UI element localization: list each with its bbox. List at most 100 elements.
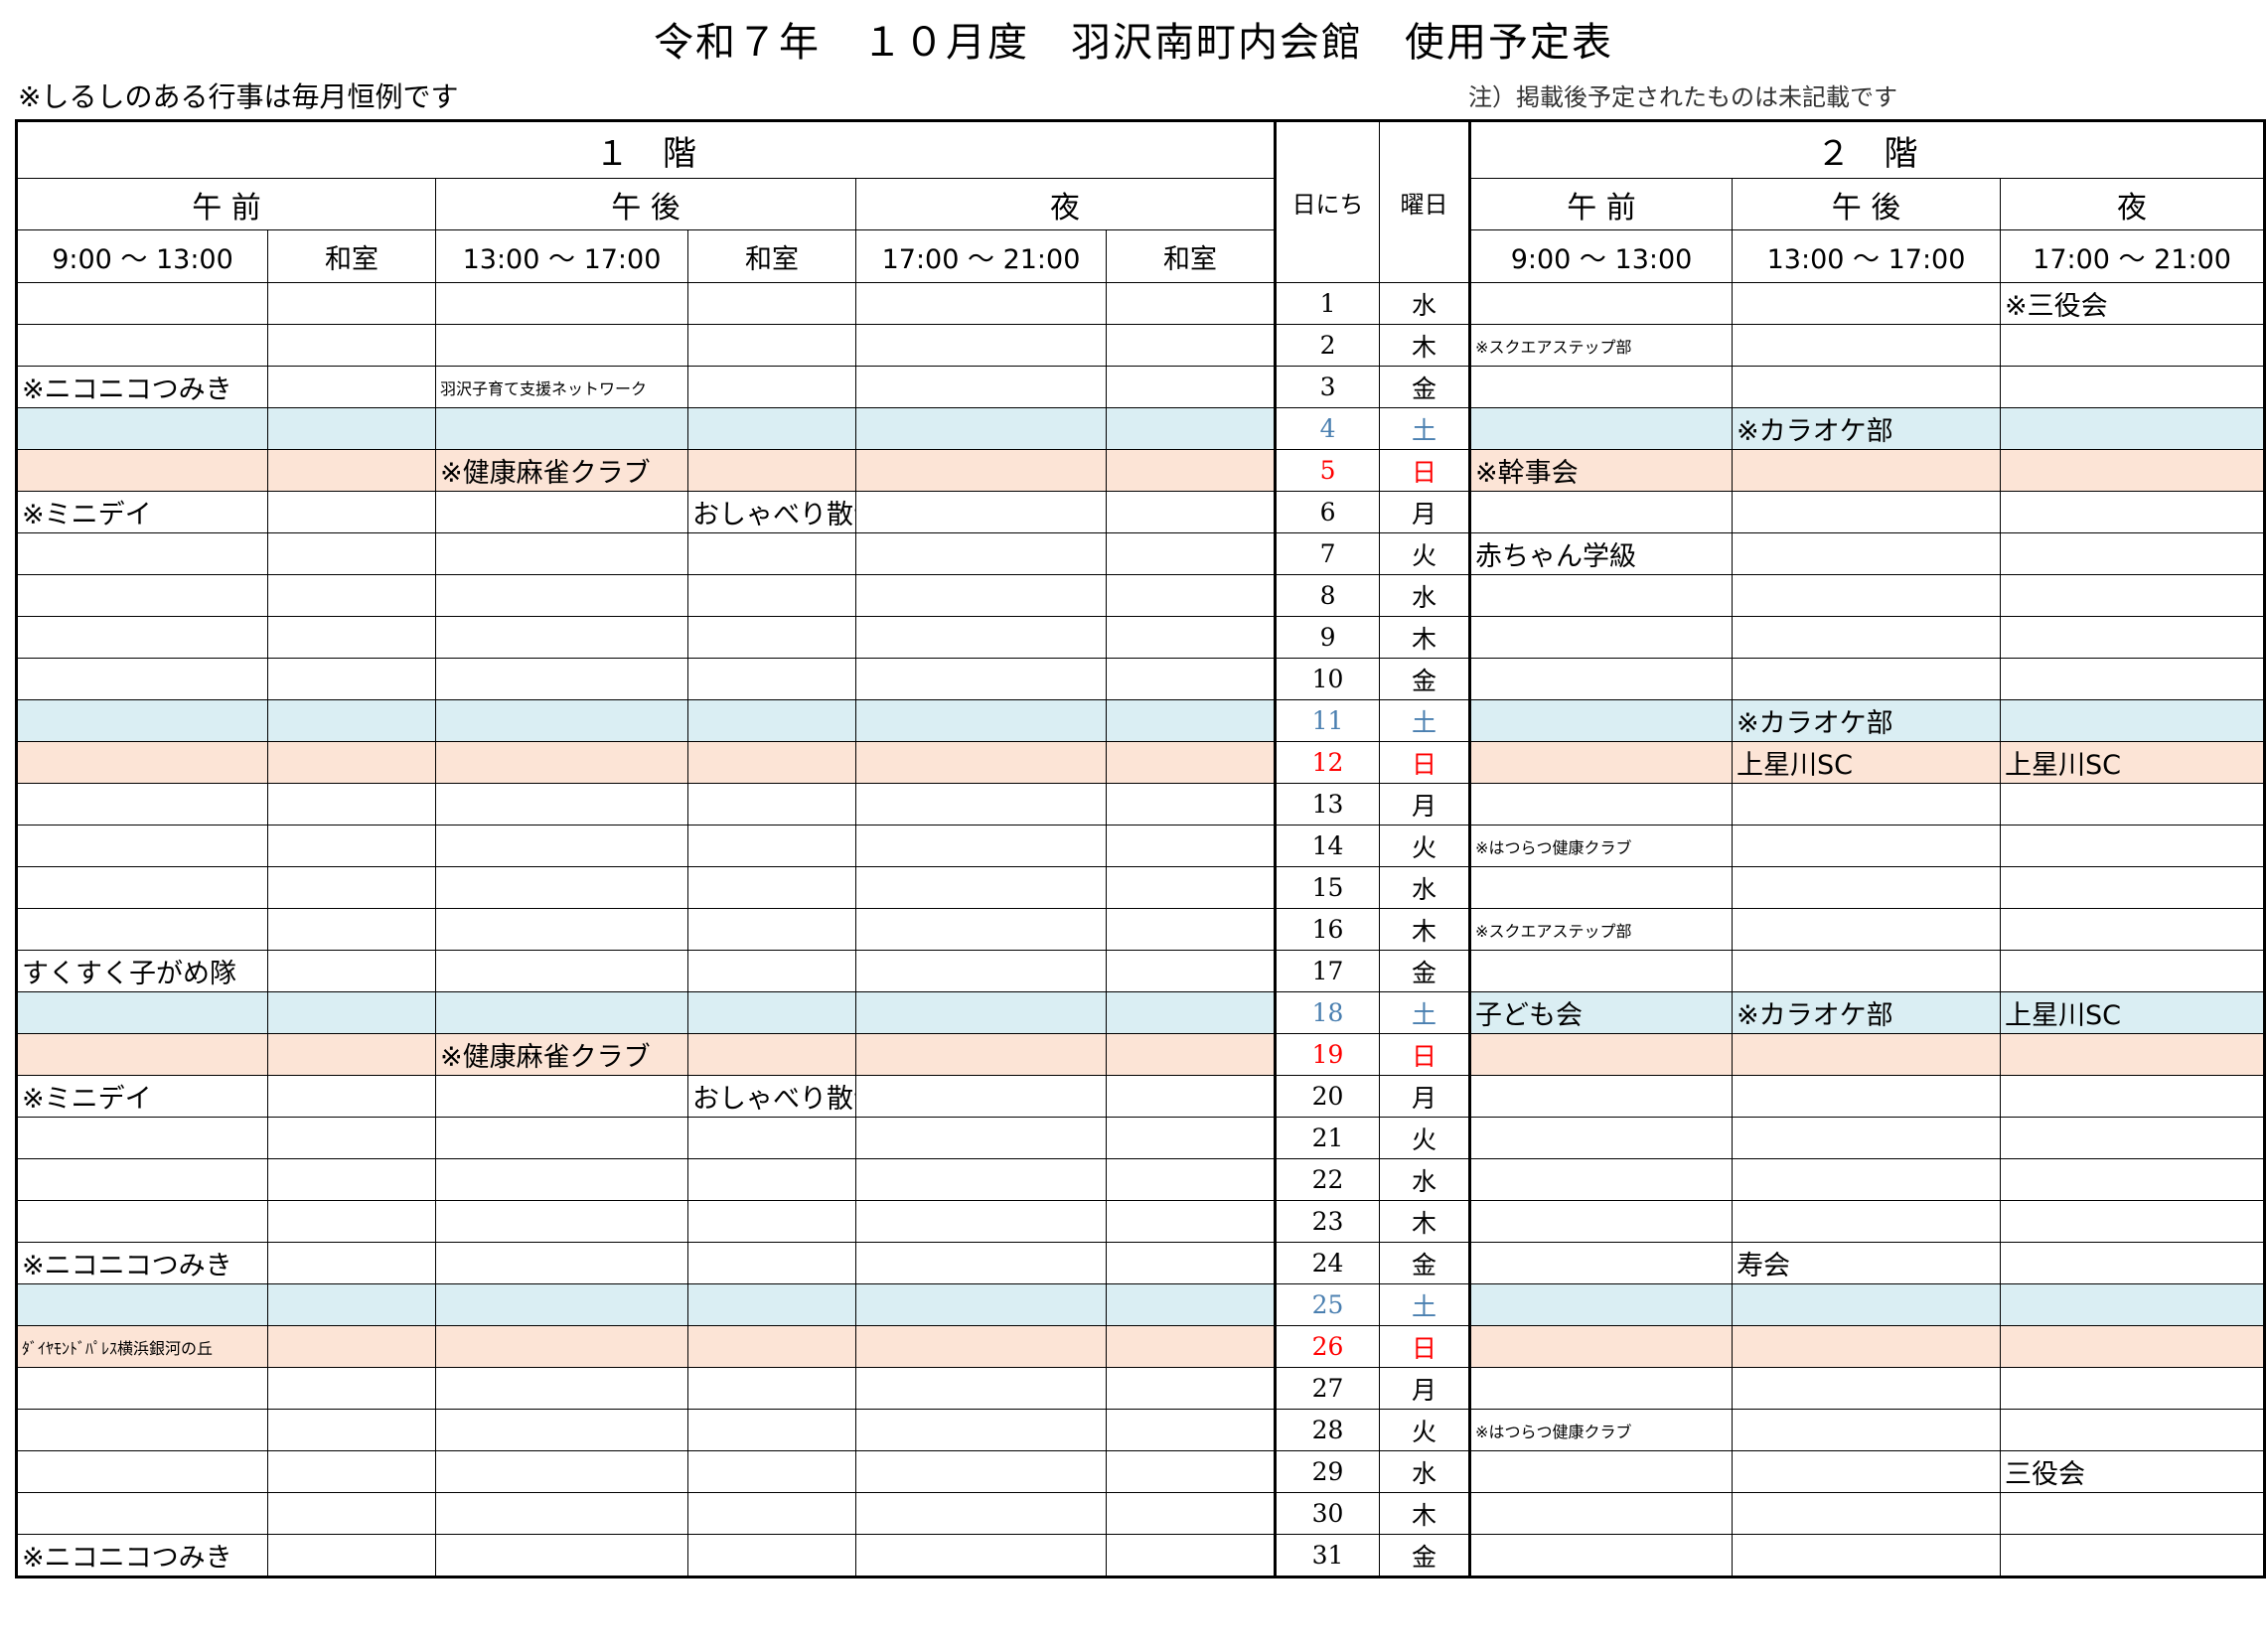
event-cell	[16, 825, 268, 867]
event-cell	[435, 616, 688, 659]
event-cell	[267, 699, 436, 742]
event-cell	[16, 783, 268, 826]
day-cell: 24	[1275, 1242, 1381, 1284]
weekday-cell: 金	[1379, 1534, 1472, 1577]
row: ※ニコニコつみき 24 金 寿会	[16, 1242, 2266, 1284]
event-cell	[435, 741, 688, 784]
event-cell: ※健康麻雀クラブ	[435, 1033, 688, 1076]
event-cell	[267, 825, 436, 867]
weekday-cell: 金	[1379, 366, 1472, 408]
day-cell: 31	[1275, 1534, 1381, 1577]
event-cell	[16, 1200, 268, 1243]
weekday-cell: 木	[1379, 908, 1472, 951]
event-cell	[855, 1242, 1107, 1284]
event-cell	[687, 1367, 856, 1410]
day-cell: 14	[1275, 825, 1381, 867]
event-cell	[2000, 1409, 2266, 1451]
time-header: 17:00 〜 21:00	[855, 229, 1107, 283]
day-cell: 22	[1275, 1158, 1381, 1201]
event-cell	[267, 1242, 436, 1284]
event-cell	[2000, 366, 2266, 408]
time-header: 9:00 〜 13:00	[1469, 229, 1734, 283]
event-cell	[1469, 574, 1734, 617]
event-cell	[1105, 699, 1278, 742]
weekday-cell: 木	[1379, 616, 1472, 659]
weekday-cell: 水	[1379, 574, 1472, 617]
event-cell: ※はつらつ健康クラブ	[1469, 825, 1734, 867]
row: ﾀﾞｲﾔﾓﾝﾄﾞﾊﾟﾚｽ横浜銀河の丘 26 日	[16, 1325, 2266, 1368]
event-cell	[16, 1117, 268, 1159]
time-header: 13:00 〜 17:00	[435, 229, 688, 283]
event-cell	[1105, 1534, 1278, 1577]
event-cell	[16, 1283, 268, 1326]
event-cell	[1105, 366, 1278, 408]
event-cell	[16, 1492, 268, 1535]
event-cell	[1732, 950, 2002, 992]
event-cell	[267, 1367, 436, 1410]
event-cell	[1105, 1409, 1278, 1451]
weekday-cell: 木	[1379, 1492, 1472, 1535]
event-cell	[435, 1367, 688, 1410]
event-cell	[16, 449, 268, 492]
event-cell	[16, 574, 268, 617]
weekday-cell: 水	[1379, 282, 1472, 325]
event-cell	[267, 532, 436, 575]
event-cell	[267, 908, 436, 951]
event-cell: ※健康麻雀クラブ	[435, 449, 688, 492]
event-cell	[1105, 908, 1278, 951]
period-header: 夜	[2000, 178, 2266, 230]
event-cell	[435, 699, 688, 742]
event-cell	[687, 324, 856, 367]
event-cell	[16, 991, 268, 1034]
event-cell	[1732, 1158, 2002, 1201]
day-cell: 17	[1275, 950, 1381, 992]
floor-header: ２ 階	[1469, 120, 2266, 179]
event-cell	[1105, 950, 1278, 992]
event-cell	[1469, 1492, 1734, 1535]
event-cell: ※ニコニコつみき	[16, 1242, 268, 1284]
event-cell: ※幹事会	[1469, 449, 1734, 492]
event-cell	[435, 1242, 688, 1284]
event-cell	[855, 1450, 1107, 1493]
row: 29 水 三役会	[16, 1450, 2266, 1493]
event-cell	[855, 1117, 1107, 1159]
event-cell	[435, 282, 688, 325]
weekday-cell: 日	[1379, 1033, 1472, 1076]
event-cell	[687, 532, 856, 575]
period-header: 夜	[854, 178, 1278, 230]
day-cell: 28	[1275, 1409, 1381, 1451]
event-cell	[16, 741, 268, 784]
row: ※ニコニコつみき 31 金	[16, 1534, 2266, 1577]
event-cell	[16, 282, 268, 325]
event-cell	[2000, 532, 2266, 575]
day-cell: 26	[1275, 1325, 1381, 1368]
event-cell: すくすく子がめ隊	[16, 950, 268, 992]
event-cell	[267, 1450, 436, 1493]
event-cell	[435, 1158, 688, 1201]
weekday-cell: 月	[1379, 783, 1472, 826]
note-right: 注）掲載後予定されたものは未記載です	[1468, 83, 1897, 111]
event-cell	[855, 616, 1107, 659]
event-cell	[435, 1409, 688, 1451]
event-cell	[1732, 616, 2002, 659]
weekday-cell: 金	[1379, 950, 1472, 992]
event-cell	[1469, 658, 1734, 700]
event-cell	[267, 1200, 436, 1243]
event-cell	[855, 1033, 1107, 1076]
event-cell	[2000, 1033, 2266, 1076]
day-cell: 3	[1275, 366, 1381, 408]
row: 30 木	[16, 1492, 2266, 1535]
weekday-cell: 土	[1379, 699, 1472, 742]
row: 13 月	[16, 783, 2266, 826]
day-cell: 23	[1275, 1200, 1381, 1243]
event-cell	[267, 1283, 436, 1326]
event-cell	[1732, 866, 2002, 909]
event-cell	[267, 658, 436, 700]
event-cell	[435, 1075, 688, 1118]
event-cell	[1469, 1200, 1734, 1243]
event-cell	[1732, 1033, 2002, 1076]
event-cell	[267, 866, 436, 909]
event-cell	[855, 1409, 1107, 1451]
event-cell	[2000, 1242, 2266, 1284]
day-cell: 19	[1275, 1033, 1381, 1076]
